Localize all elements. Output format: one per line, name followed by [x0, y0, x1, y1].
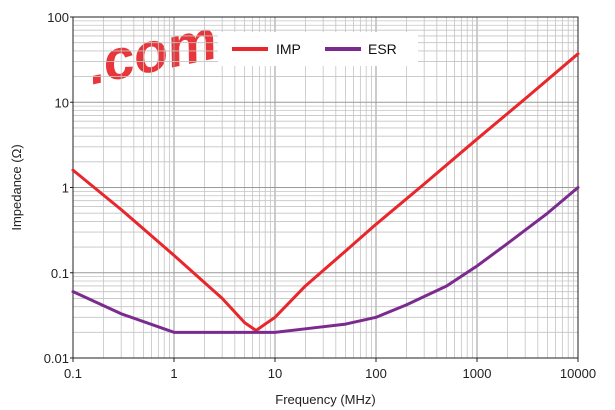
x-tick-label: 10 [268, 366, 282, 381]
grid [72, 17, 578, 359]
x-axis-title: Frequency (MHz) [275, 392, 375, 407]
x-tick-label: 1 [170, 366, 177, 381]
x-tick-label: 10000 [560, 366, 596, 381]
x-tick-label: 1000 [463, 366, 492, 381]
legend-label-imp: IMP [276, 41, 301, 57]
x-tick-label: 0.1 [64, 366, 82, 381]
legend-label-esr: ESR [368, 41, 397, 57]
y-tick-label: 1 [62, 181, 69, 196]
y-tick-label: 0.01 [44, 351, 69, 366]
y-tick-label: 10 [55, 95, 69, 110]
legend: IMP ESR [218, 32, 418, 66]
y-axis-title: Impedance (Ω) [9, 144, 24, 230]
y-tick-label: 0.1 [51, 266, 69, 281]
series-layer [71, 52, 580, 334]
y-tick-label: 100 [47, 10, 69, 25]
x-tick-label: 100 [365, 366, 387, 381]
series-line-imp [71, 52, 580, 333]
series-line-esr [71, 186, 580, 334]
